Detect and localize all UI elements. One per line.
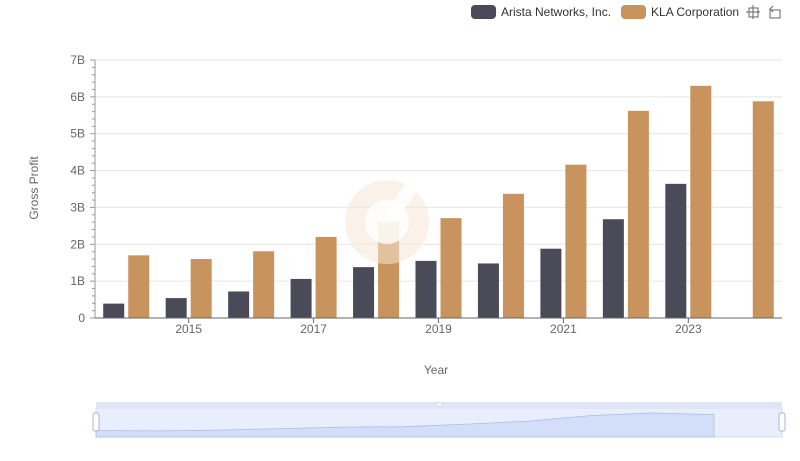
bar-kla-2016[interactable] <box>253 251 275 318</box>
bar-kla-2014[interactable] <box>128 255 150 318</box>
x-axis: 2015 2017 2019 2021 2023 <box>95 317 782 336</box>
y-tick-label: 7B <box>70 53 85 67</box>
y-tick-label: 6B <box>70 90 85 104</box>
legend-label-arista: Arista Networks, Inc. <box>501 5 612 19</box>
legend-item-kla[interactable]: KLA Corporation <box>621 5 739 19</box>
bar-kla-2020[interactable] <box>502 193 524 318</box>
y-tick-label: 2B <box>70 237 85 251</box>
bar-arista-2018[interactable] <box>353 267 375 318</box>
y-axis: 0 1B 2B 3B 4B 5B 6B 7B <box>70 53 96 325</box>
bar-kla-2022[interactable] <box>627 110 649 318</box>
y-tick-label: 5B <box>70 127 85 141</box>
bar-kla-2015[interactable] <box>190 259 212 318</box>
x-tick-label: 2023 <box>675 322 702 336</box>
y-tick-label: 4B <box>70 164 85 178</box>
bar-kla-2017[interactable] <box>315 236 337 318</box>
chart-legend: Arista Networks, Inc. KLA Corporation <box>471 4 783 20</box>
x-tick-label: 2015 <box>175 322 202 336</box>
bar-kla-2019[interactable] <box>440 218 462 318</box>
x-axis-title: Year <box>423 363 449 377</box>
legend-item-arista[interactable]: Arista Networks, Inc. <box>471 5 611 19</box>
y-gridlines <box>95 59 782 282</box>
chart-toolbox <box>745 4 783 20</box>
zoom-move-grip[interactable] <box>435 402 443 407</box>
watermark-logo <box>340 175 435 275</box>
x-tick-label: 2017 <box>300 322 327 336</box>
zoom-reset-icon[interactable] <box>767 4 783 20</box>
y-tick-label: 0 <box>78 311 85 325</box>
bar-kla-2024[interactable] <box>752 101 774 318</box>
bar-arista-2015[interactable] <box>165 298 187 318</box>
bar-arista-2023[interactable] <box>665 183 687 318</box>
data-zoom-slider[interactable] <box>92 402 786 438</box>
legend-swatch-arista <box>471 5 496 19</box>
y-tick-label: 3B <box>70 200 85 214</box>
bar-arista-2019[interactable] <box>415 260 437 318</box>
bar-kla-2021[interactable] <box>565 164 587 318</box>
zoom-handle-left[interactable] <box>92 412 100 432</box>
bar-arista-2017[interactable] <box>290 278 312 318</box>
zoom-handle-right[interactable] <box>778 412 786 432</box>
y-tick-label: 1B <box>70 274 85 288</box>
zoom-preview-area <box>95 412 715 438</box>
bar-arista-2014[interactable] <box>103 303 125 318</box>
x-tick-label: 2021 <box>550 322 577 336</box>
bar-series <box>103 85 774 318</box>
bar-kla-2023[interactable] <box>690 85 712 318</box>
bar-arista-2022[interactable] <box>602 219 624 318</box>
legend-swatch-kla <box>621 5 647 19</box>
y-axis-title: Gross Profit <box>27 156 41 220</box>
bar-arista-2021[interactable] <box>540 248 562 318</box>
legend-label-kla: KLA Corporation <box>651 5 740 19</box>
bar-arista-2020[interactable] <box>477 263 499 318</box>
x-tick-label: 2019 <box>425 322 452 336</box>
bar-arista-2016[interactable] <box>228 291 250 318</box>
zoom-area-icon[interactable] <box>745 4 761 20</box>
